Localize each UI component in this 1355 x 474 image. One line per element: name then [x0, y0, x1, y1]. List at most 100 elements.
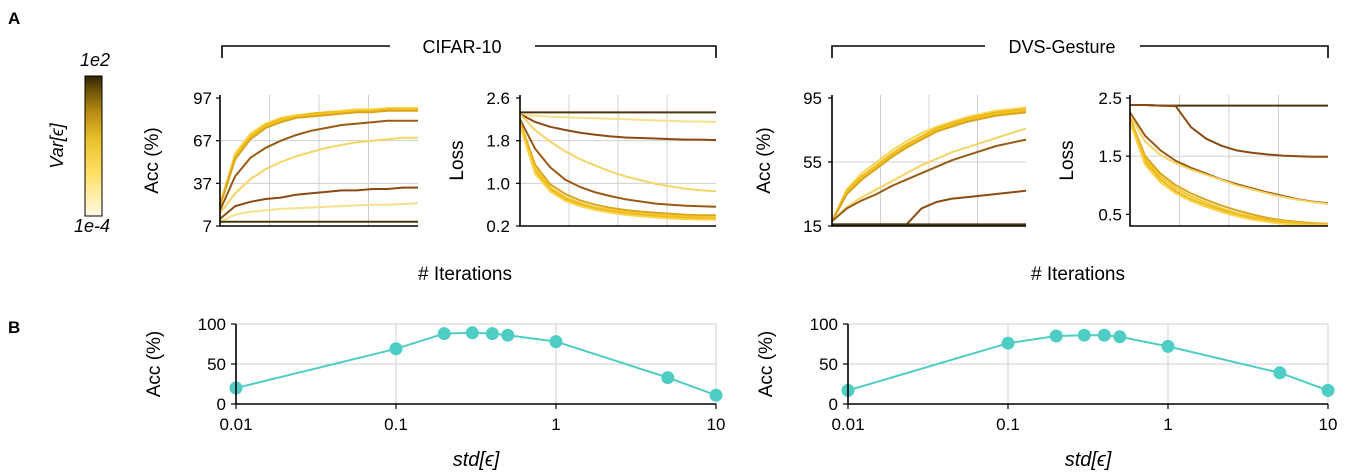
- cifar-acc-series-4: [219, 119, 418, 211]
- dvs-acc-series-1: [831, 108, 1027, 222]
- cifar-acc-axes: [219, 95, 418, 227]
- dvs-std-point: [1321, 383, 1335, 397]
- dvs-std-point: [1161, 339, 1175, 353]
- dvs-std-point: [1049, 329, 1063, 343]
- dvs-loss-ytick-label: 2.5: [1098, 89, 1122, 108]
- dvs-acc-series-5: [831, 138, 1027, 222]
- dvs-acc-series-4: [831, 127, 1027, 222]
- cifar-loss-series-5: [519, 121, 716, 217]
- cifar-acc-ytick-label: 37: [193, 174, 212, 193]
- cifar-std-xtick-label: 10: [707, 415, 726, 434]
- dvs-std-ytick-label: 50: [819, 355, 838, 374]
- cifar-std-point: [661, 371, 675, 385]
- cifar-std-xlabel: std[ϵ]: [453, 449, 500, 471]
- cifar-std-point: [709, 388, 723, 402]
- cifar-std-point: [501, 328, 515, 342]
- cifar-std-point: [485, 327, 499, 341]
- cifar-std-point: [465, 326, 479, 340]
- dvs-loss-axes: [1129, 95, 1328, 227]
- dvs-std-point: [1077, 328, 1091, 342]
- cifar-loss-ylabel: Loss: [447, 140, 468, 180]
- dvs-acc-ytick-label: 55: [803, 153, 822, 172]
- dvs-std-xtick-label: 1: [1163, 415, 1172, 434]
- dvs-acc-series-3: [831, 111, 1027, 222]
- cifar-std-ylabel: Acc (%): [144, 331, 165, 398]
- cifar-std-ytick-label: 100: [198, 315, 226, 334]
- dvs-loss-series-6: [1129, 120, 1328, 226]
- cifar-group-title: CIFAR-10: [422, 37, 501, 57]
- dvs-loss-series-7: [1129, 122, 1328, 227]
- cifar-acc-ytick-label: 67: [193, 132, 212, 151]
- dvs-std-xtick-label: 10: [1319, 415, 1338, 434]
- dvs-group-bracket: DVS-Gesture: [831, 37, 1329, 58]
- cifar-loss-series-1: [519, 114, 717, 123]
- dvs-loss-series-3: [1129, 114, 1329, 205]
- cifar-loss-series-7: [519, 124, 716, 220]
- dvs-std-point: [1273, 366, 1287, 380]
- cifar-std-chart: 0.01 0.1 1 10 100 50 0 Acc (%) std[ϵ]: [144, 315, 725, 471]
- cifar-acc-series-6: [219, 186, 418, 220]
- colorbar-bottom-label: 1e-4: [74, 216, 110, 236]
- dvs-loss-grid: [1130, 95, 1328, 226]
- cifar-loss-series-2: [519, 113, 717, 142]
- cifar-acc-series-1: [219, 108, 418, 205]
- dvs-group-title: DVS-Gesture: [1008, 37, 1115, 57]
- dvs-std-xlabel: std[ϵ]: [1065, 449, 1112, 471]
- dvs-loss-chart: 2.5 1.5 0.5 Loss: [1057, 89, 1329, 227]
- dvs-std-ylabel: Acc (%): [756, 331, 777, 398]
- dvs-std-point: [1001, 336, 1015, 350]
- cifar-loss-ytick-label: 2.6: [486, 89, 510, 108]
- dvs-std-chart: 0.01 0.1 1 10 100 50 0 Acc (%) std[ϵ]: [756, 315, 1337, 471]
- dvs-std-ytick-label: 0: [829, 395, 838, 414]
- cifar-loss-series-6: [519, 123, 717, 219]
- dvs-std-point: [1113, 330, 1127, 344]
- panel-a-label: A: [8, 9, 20, 28]
- cifar-loss-axes: [519, 95, 716, 227]
- cifar-std-ytick-label: 50: [207, 355, 226, 374]
- cifar-std-ytick-label: 0: [217, 395, 226, 414]
- cifar-std-point: [549, 335, 563, 349]
- cifar-iterations-label: # Iterations: [418, 264, 512, 285]
- dvs-acc-series-2: [831, 109, 1027, 222]
- cifar-loss-ytick-label: 0.2: [486, 217, 510, 236]
- dvs-loss-ylabel: Loss: [1057, 140, 1078, 180]
- dvs-loss-series-1: [1130, 104, 1328, 158]
- dvs-std-axes: [847, 324, 1328, 405]
- dvs-accuracy-chart: 95 55 15 Acc (%): [754, 89, 1027, 236]
- cifar-std-xtick-label: 0.1: [384, 415, 408, 434]
- dvs-acc-series-0: [831, 106, 1027, 222]
- dvs-acc-axes: [831, 95, 1026, 227]
- cifar-acc-series-3: [219, 109, 418, 207]
- cifar-std-axes: [235, 324, 716, 405]
- cifar-std-xtick-label: 0.01: [219, 415, 252, 434]
- cifar-acc-series-5: [219, 136, 418, 214]
- dvs-std-xtick-label: 0.01: [831, 415, 864, 434]
- colorbar-gradient: [84, 75, 103, 217]
- colorbar: 1e2 1e-4 Var[ϵ]: [47, 50, 110, 236]
- cifar-acc-ytick-label: 97: [193, 89, 212, 108]
- dvs-loss-ytick-label: 1.5: [1098, 147, 1122, 166]
- dvs-iterations-label: # Iterations: [1031, 264, 1125, 285]
- cifar-loss-ytick-label: 1.0: [486, 174, 510, 193]
- colorbar-label: Var[ϵ]: [47, 122, 67, 168]
- dvs-std-line: [847, 334, 1329, 392]
- dvs-std-xtick-label: 0.1: [996, 415, 1020, 434]
- cifar-loss-series-4: [519, 118, 717, 208]
- panel-b-label: B: [8, 318, 20, 337]
- cifar-loss-chart: 2.6 1.8 1.0 0.2 Loss: [447, 89, 717, 236]
- cifar-loss-series-8: [519, 125, 716, 221]
- cifar-acc-series-7: [219, 202, 419, 223]
- cifar-acc-ytick-label: 7: [203, 217, 212, 236]
- cifar-loss-ytick-label: 1.8: [486, 132, 510, 151]
- cifar-accuracy-chart: 97 67 37 7 Acc (%): [142, 89, 419, 236]
- dvs-acc-ylabel: Acc (%): [754, 127, 775, 194]
- cifar-std-xtick-label: 1: [551, 415, 560, 434]
- colorbar-top-label: 1e2: [80, 50, 110, 70]
- dvs-std-point: [1097, 328, 1111, 342]
- cifar-group-bracket: CIFAR-10: [221, 37, 717, 58]
- cifar-std-point: [389, 342, 403, 356]
- dvs-std-ytick-label: 100: [810, 315, 838, 334]
- dvs-acc-ytick-label: 15: [803, 217, 822, 236]
- dvs-loss-ytick-label: 0.5: [1098, 205, 1122, 224]
